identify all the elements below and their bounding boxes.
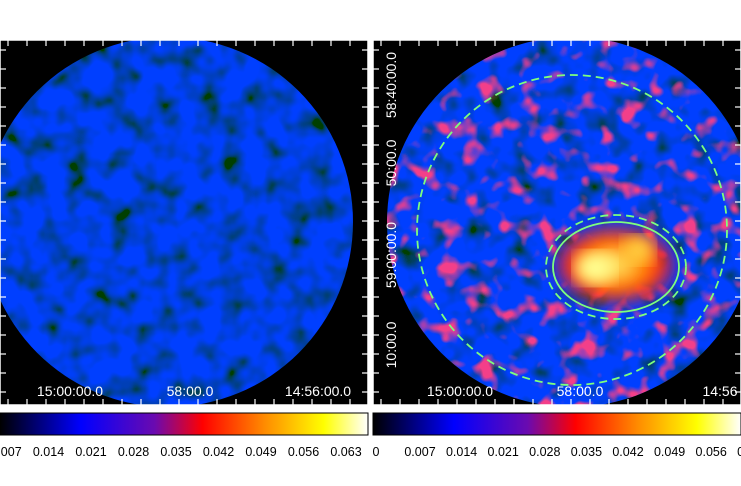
x-label: 14:56 [702, 383, 737, 399]
colorbar-label: 0.014 [33, 445, 64, 459]
right-frame [372, 39, 741, 406]
colorbar-label: 0.028 [118, 445, 149, 459]
right-colorbar [372, 412, 741, 436]
colorbar-label: 0.042 [203, 445, 234, 459]
y-label: 59:00:00.0 [383, 222, 399, 288]
x-label: 15:00:00.0 [37, 383, 103, 399]
colorbar-label: 0.028 [529, 445, 560, 459]
y-label: 10:00.0 [383, 321, 399, 368]
colorbar-label: 0.049 [654, 445, 685, 459]
frame-ticks [0, 40, 741, 405]
left-image [0, 40, 368, 405]
colorbar-label: 0.049 [245, 445, 276, 459]
left-frame [0, 39, 369, 406]
colorbar-label: 0.042 [612, 445, 643, 459]
x-label: 14:56:00.0 [285, 383, 351, 399]
colorbar-label: 0.063 [737, 445, 741, 459]
colorbar-label: 0.007 [404, 445, 435, 459]
x-label: 58:00.0 [557, 383, 604, 399]
colorbar-label: 0 [373, 445, 380, 459]
y-label: 58:40:00.0 [383, 52, 399, 118]
colorbar-label: 0.035 [160, 445, 191, 459]
x-label: 58:00.0 [167, 383, 214, 399]
left-colorbar [0, 412, 369, 436]
colorbar-label: 0.014 [446, 445, 477, 459]
colorbar-label: 0.021 [488, 445, 519, 459]
colorbar-label: 0.021 [75, 445, 106, 459]
y-label: 50:00.0 [383, 139, 399, 186]
colorbar-label: 0.063 [330, 445, 361, 459]
colorbar-label: 0.056 [288, 445, 319, 459]
right-image [373, 40, 741, 405]
colorbar-label: 0.035 [571, 445, 602, 459]
x-label: 15:00:00.0 [427, 383, 493, 399]
colorbar-label: 0.007 [0, 445, 22, 459]
colorbar-label: 0.056 [696, 445, 727, 459]
